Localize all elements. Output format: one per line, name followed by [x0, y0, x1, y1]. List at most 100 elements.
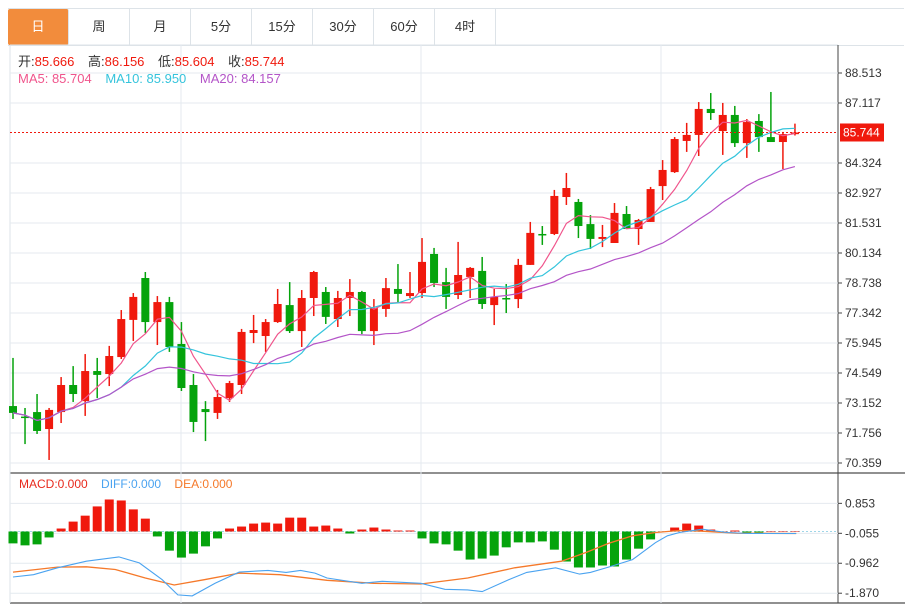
- ma20-value: MA20: 84.157: [199, 71, 281, 86]
- price-tick-label: 70.359: [845, 456, 882, 470]
- tab-day[interactable]: 日: [8, 9, 69, 45]
- macd-bar: [766, 531, 776, 532]
- macd-bar: [754, 531, 764, 533]
- macd-bar: [333, 528, 343, 532]
- macd-tick-label: -0.962: [845, 556, 879, 570]
- tab-5min[interactable]: 5分: [191, 9, 252, 45]
- macd-bar: [694, 525, 704, 532]
- candle-down: [141, 278, 150, 323]
- candle-up: [153, 302, 162, 323]
- macd-bar: [622, 531, 632, 560]
- high-label: 高:: [88, 54, 105, 69]
- candle-down: [201, 409, 210, 413]
- close-label: 收:: [228, 54, 245, 69]
- candle-up: [526, 232, 535, 265]
- tab-15min[interactable]: 15分: [252, 9, 313, 45]
- macd-bar: [152, 531, 162, 537]
- macd-bar: [682, 523, 692, 532]
- candle-up: [646, 189, 655, 222]
- price-tick-label: 82.927: [845, 186, 882, 200]
- candle-up: [550, 195, 559, 234]
- candle-up: [454, 275, 463, 295]
- macd-bar: [56, 528, 66, 532]
- candle-up: [658, 169, 667, 187]
- macd-bar: [465, 531, 475, 560]
- price-tick-label: 78.738: [845, 276, 882, 290]
- macd-bar: [188, 531, 198, 554]
- candle-down: [93, 371, 102, 375]
- macd-bar: [20, 531, 30, 546]
- macd-bar: [200, 531, 210, 547]
- candle-up: [790, 132, 799, 135]
- macd-bar: [393, 530, 403, 532]
- candle-up: [297, 297, 306, 332]
- candle-down: [574, 201, 583, 227]
- candle-up: [778, 134, 787, 143]
- macd-bar: [321, 525, 331, 532]
- macd-bar: [213, 531, 223, 539]
- macd-bar: [381, 529, 391, 532]
- candle-up: [490, 296, 499, 306]
- candle-up: [634, 220, 643, 230]
- tab-4hour[interactable]: 4时: [435, 9, 496, 45]
- candle-down: [754, 120, 763, 138]
- candle-down: [538, 233, 547, 236]
- tab-month[interactable]: 月: [130, 9, 191, 45]
- macd-bar: [730, 530, 740, 532]
- tab-60min[interactable]: 60分: [374, 9, 435, 45]
- low-label: 低:: [158, 54, 175, 69]
- macd-panel: [8, 499, 838, 597]
- macd-bar: [176, 531, 186, 558]
- macd-bar: [32, 531, 42, 545]
- candle-down: [393, 288, 402, 294]
- price-tick-label: 84.324: [845, 156, 882, 170]
- candle-up: [237, 331, 246, 385]
- price-tick-label: 71.756: [845, 426, 882, 440]
- macd-bar: [429, 531, 439, 544]
- candle-up: [381, 288, 390, 309]
- candle-up: [466, 267, 475, 277]
- macd-bar: [369, 527, 379, 532]
- candle-down: [706, 108, 715, 114]
- macd-tick-label: -1.870: [845, 586, 879, 600]
- candle-down: [189, 384, 198, 422]
- price-tick-label: 75.945: [845, 336, 882, 350]
- macd-bar: [273, 523, 283, 532]
- diff-line: [12, 528, 797, 597]
- macd-bar: [742, 531, 752, 533]
- macd-bar: [513, 531, 523, 543]
- macd-bar: [441, 531, 451, 545]
- price-axis: 88.513 87.117 84.324 82.927 81.531 80.134 78.7…: [838, 66, 884, 600]
- macd-bar: [237, 526, 247, 532]
- price-tick-label: 73.152: [845, 396, 882, 410]
- macd-bar: [778, 531, 788, 532]
- macd-bar: [116, 500, 126, 532]
- candle-up: [405, 293, 414, 297]
- macd-bar: [489, 531, 499, 556]
- candle-down: [33, 412, 42, 431]
- price-tick-label: 81.531: [845, 216, 882, 230]
- candle-down: [442, 282, 451, 297]
- candle-up: [514, 264, 523, 300]
- low-value: 85.604: [174, 54, 215, 69]
- dea-value: DEA:0.000: [174, 477, 233, 491]
- macd-bar: [561, 531, 571, 562]
- macd-bar: [670, 527, 680, 532]
- candle-up: [670, 139, 679, 173]
- macd-bar: [104, 499, 114, 532]
- macd-bar: [309, 526, 319, 532]
- last-price-tag: [840, 123, 884, 142]
- candle-up: [249, 329, 258, 334]
- ma5-value: MA5: 85.704: [18, 71, 92, 86]
- candle-down: [285, 305, 294, 332]
- macd-bar: [790, 531, 800, 532]
- macd-bar: [357, 529, 367, 532]
- candle-up: [598, 236, 607, 239]
- high-value: 86.156: [104, 54, 145, 69]
- tab-week[interactable]: 周: [69, 9, 130, 45]
- macd-bar: [345, 531, 355, 534]
- candle-down: [69, 384, 78, 395]
- tab-30min[interactable]: 30分: [313, 9, 374, 45]
- macd-bar: [225, 528, 235, 532]
